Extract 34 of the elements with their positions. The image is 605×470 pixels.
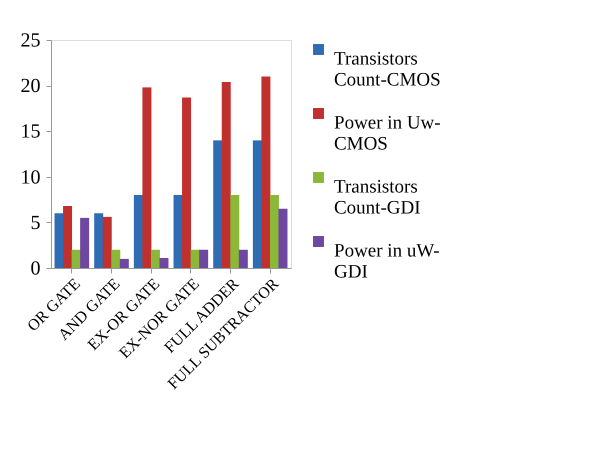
bar xyxy=(150,250,160,268)
y-tick-label: 20 xyxy=(20,75,40,98)
y-tick-label: 5 xyxy=(30,212,40,234)
y-tick-label: 10 xyxy=(20,166,40,188)
bar xyxy=(238,250,248,268)
legend-label: Transistors Count-CMOS xyxy=(334,48,441,90)
bar xyxy=(134,195,143,268)
bar xyxy=(111,250,120,268)
bar xyxy=(159,258,168,268)
y-tick-label: 15 xyxy=(20,120,40,143)
bar xyxy=(270,195,279,268)
bar xyxy=(199,250,208,268)
bar xyxy=(230,195,240,268)
bar xyxy=(102,216,112,268)
bar xyxy=(213,140,222,268)
y-tick-label: 25 xyxy=(20,30,40,52)
y-tick-label: 0 xyxy=(30,258,40,280)
legend-label: Transistors Count-GDI xyxy=(334,176,421,218)
bar xyxy=(222,82,231,268)
bar xyxy=(142,87,152,268)
legend-label: Power in Uw-CMOS xyxy=(334,112,441,154)
bar xyxy=(252,140,262,268)
bar xyxy=(174,195,183,268)
bar xyxy=(261,76,270,268)
bar xyxy=(72,250,81,268)
bar xyxy=(182,97,192,268)
bar xyxy=(80,218,90,268)
bar xyxy=(120,258,129,268)
bar xyxy=(94,213,104,268)
bar xyxy=(278,208,288,268)
bar xyxy=(63,206,72,268)
bar xyxy=(190,250,200,268)
bar xyxy=(54,213,64,268)
legend-label: Power in uW-GDI xyxy=(334,240,440,282)
